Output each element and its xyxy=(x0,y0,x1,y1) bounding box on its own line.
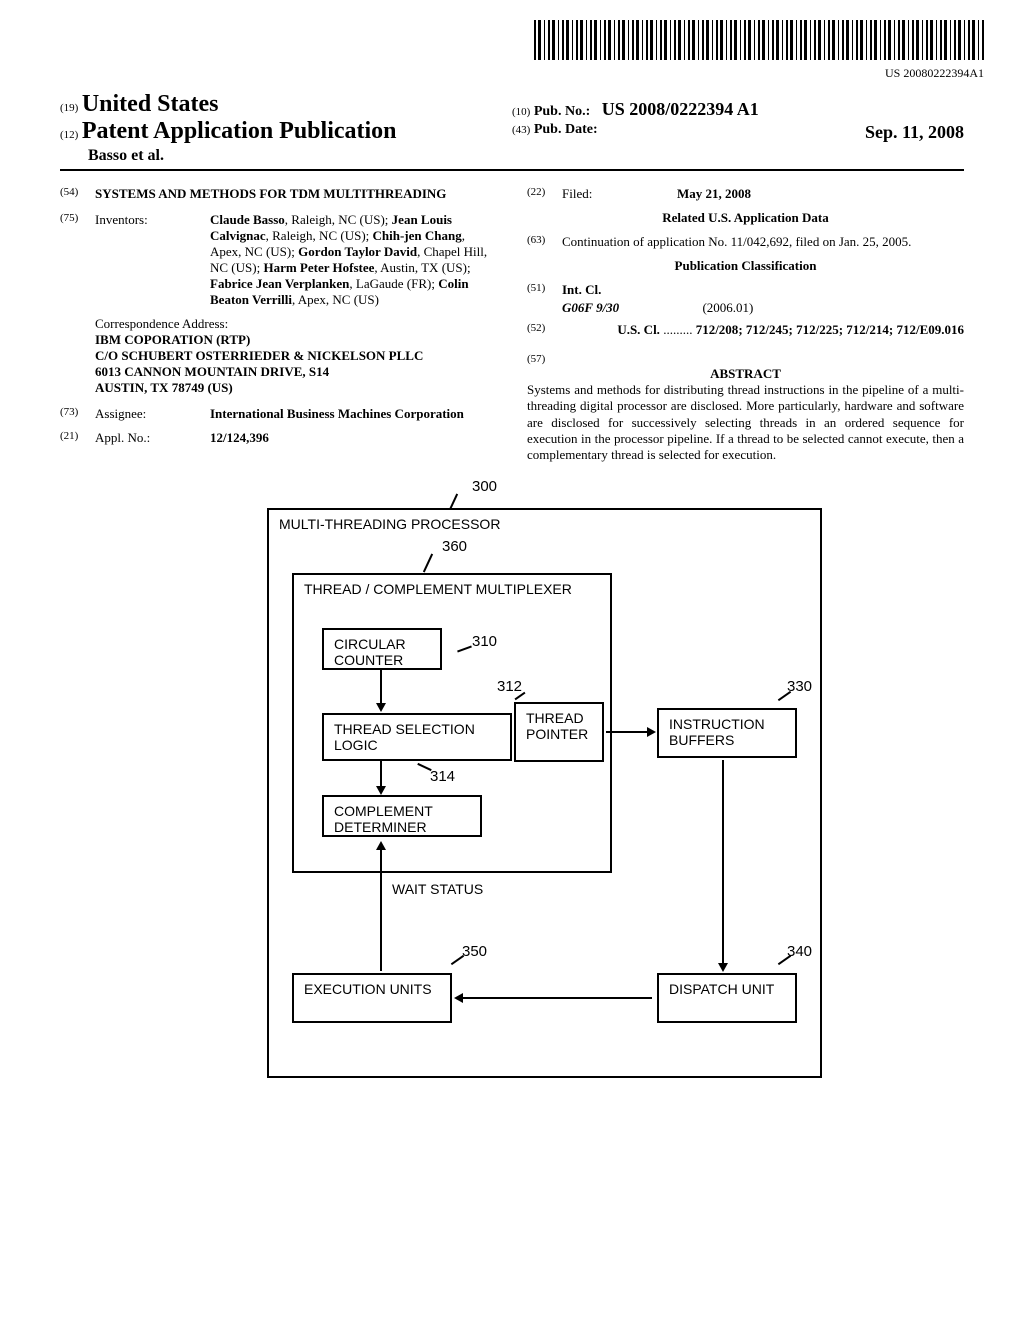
instruction-buffers-box: INSTRUCTION BUFFERS xyxy=(657,708,797,758)
country-code: (19) xyxy=(60,102,78,114)
filed-value: May 21, 2008 xyxy=(677,186,964,202)
barcode-graphic xyxy=(534,20,984,60)
assignee-label: Assignee: xyxy=(95,406,210,422)
body-columns: (54) SYSTEMS AND METHODS FOR TDM MULTITH… xyxy=(60,186,964,463)
multiplexer-label: THREAD / COMPLEMENT MULTIPLEXER xyxy=(304,581,600,598)
uscl-code: (52) xyxy=(527,322,562,338)
abstract-text: Systems and methods for distributing thr… xyxy=(527,382,964,463)
diagram: 300 MULTI-THREADING PROCESSOR 360 THREAD… xyxy=(162,483,862,1083)
circular-counter-label: CIRCULAR COUNTER xyxy=(334,636,406,668)
correspondence-line4: AUSTIN, TX 78749 (US) xyxy=(95,380,497,396)
left-column: (54) SYSTEMS AND METHODS FOR TDM MULTITH… xyxy=(60,186,497,463)
related-heading: Related U.S. Application Data xyxy=(527,210,964,226)
inventors-label: Inventors: xyxy=(95,212,210,308)
thread-pointer-box: THREAD POINTER xyxy=(514,702,604,762)
cont-text: Continuation of application No. 11/042,6… xyxy=(562,234,964,250)
pubno-code: (10) xyxy=(512,106,530,118)
abstract-label: ABSTRACT xyxy=(710,366,781,381)
wait-status-label: WAIT STATUS xyxy=(392,881,483,897)
country-name: United States xyxy=(82,91,219,117)
thread-selection-box: THREAD SELECTION LOGIC xyxy=(322,713,512,761)
ref-310: 310 xyxy=(472,633,497,650)
thread-selection-label: THREAD SELECTION LOGIC xyxy=(334,721,475,753)
title-code: (54) xyxy=(60,186,95,202)
authors-line: Basso et al. xyxy=(88,147,512,165)
pub-type-code: (12) xyxy=(60,129,78,141)
instruction-buffers-label: INSTRUCTION BUFFERS xyxy=(669,716,765,748)
applno-value: 12/124,396 xyxy=(210,430,497,446)
intcl-date: (2006.01) xyxy=(702,300,753,315)
intcl-label: Int. Cl. xyxy=(562,282,601,298)
circular-counter-box: CIRCULAR COUNTER xyxy=(322,628,442,670)
correspondence-line1: IBM COPORATION (RTP) xyxy=(95,332,497,348)
header: (19) United States (12) Patent Applicati… xyxy=(60,91,964,171)
pubdate-value: Sep. 11, 2008 xyxy=(865,122,964,143)
filed-label: Filed: xyxy=(562,186,677,202)
invention-title: SYSTEMS AND METHODS FOR TDM MULTITHREADI… xyxy=(95,186,446,202)
complement-determiner-label: COMPLEMENT DETERMINER xyxy=(334,803,433,835)
intcl-code: (51) xyxy=(527,282,562,298)
pub-type: Patent Application Publication xyxy=(82,118,397,144)
abstract-code: (57) xyxy=(527,353,545,365)
correspondence-line3: 6013 CANNON MOUNTAIN DRIVE, S14 xyxy=(95,364,497,380)
filed-code: (22) xyxy=(527,186,562,202)
dispatch-unit-label: DISPATCH UNIT xyxy=(669,981,774,997)
inventors-text: Claude Basso, Raleigh, NC (US); Jean Lou… xyxy=(210,212,487,307)
dispatch-unit-box: DISPATCH UNIT xyxy=(657,973,797,1023)
barcode-text: US 20080222394A1 xyxy=(60,66,984,81)
ref-360: 360 xyxy=(442,538,467,555)
correspondence-line2: C/O SCHUBERT OSTERRIEDER & NICKELSON PLL… xyxy=(95,348,497,364)
pubdate-code: (43) xyxy=(512,124,530,136)
execution-units-label: EXECUTION UNITS xyxy=(304,981,432,997)
barcode-region: US 20080222394A1 xyxy=(60,20,984,81)
complement-determiner-box: COMPLEMENT DETERMINER xyxy=(322,795,482,837)
intcl-class: G06F 9/30 xyxy=(562,300,619,315)
classification-heading: Publication Classification xyxy=(527,258,964,274)
thread-pointer-label: THREAD POINTER xyxy=(526,710,588,742)
uscl-dots: ......... xyxy=(663,322,696,337)
uscl-value: 712/208; 712/245; 712/225; 712/214; 712/… xyxy=(696,322,964,337)
assignee-value: International Business Machines Corporat… xyxy=(210,406,497,422)
applno-label: Appl. No.: xyxy=(95,430,210,446)
uscl-label: U.S. Cl. xyxy=(617,322,660,337)
inventors-code: (75) xyxy=(60,212,95,308)
header-left: (19) United States (12) Patent Applicati… xyxy=(60,91,512,165)
right-column: (22) Filed: May 21, 2008 Related U.S. Ap… xyxy=(527,186,964,463)
processor-label: MULTI-THREADING PROCESSOR xyxy=(279,516,810,533)
cont-code: (63) xyxy=(527,234,562,250)
execution-units-box: EXECUTION UNITS xyxy=(292,973,452,1023)
pubno-value: US 2008/0222394 A1 xyxy=(602,99,759,119)
pubdate-label: Pub. Date: xyxy=(534,122,598,137)
assignee-code: (73) xyxy=(60,406,95,422)
pubno-label: Pub. No.: xyxy=(534,104,590,119)
ref-300: 300 xyxy=(472,478,497,495)
applno-code: (21) xyxy=(60,430,95,446)
ref-312: 312 xyxy=(497,678,522,695)
ref-350: 350 xyxy=(462,943,487,960)
ref-340: 340 xyxy=(787,943,812,960)
header-right: (10) Pub. No.: US 2008/0222394 A1 (43) P… xyxy=(512,91,964,165)
correspondence-label: Correspondence Address: xyxy=(95,316,497,332)
ref-314: 314 xyxy=(430,768,455,785)
